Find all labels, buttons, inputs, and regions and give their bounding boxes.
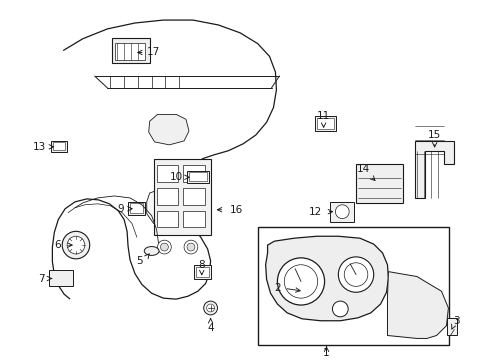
Circle shape [160,243,168,251]
Bar [330,202,353,221]
Bar [447,318,456,336]
Bar [186,171,208,183]
Text: 11: 11 [316,111,329,121]
Circle shape [332,301,347,317]
Text: 17: 17 [147,48,160,58]
Bar [51,141,67,152]
Bar [49,270,73,286]
Bar [156,166,178,182]
Text: 10: 10 [169,172,183,182]
Circle shape [344,263,367,286]
Bar [183,166,204,182]
Circle shape [277,258,324,305]
Text: 15: 15 [427,130,440,140]
Polygon shape [414,141,453,198]
Text: 3: 3 [452,316,459,326]
Bar [156,211,178,228]
Circle shape [335,205,348,219]
Bar [156,188,178,205]
Polygon shape [265,236,387,321]
Text: 1: 1 [323,348,329,358]
Circle shape [157,240,171,254]
Bar [128,202,144,215]
Circle shape [62,231,89,259]
Text: 4: 4 [207,323,213,333]
Bar [196,267,208,276]
Text: 6: 6 [54,240,61,250]
Text: 16: 16 [229,205,242,215]
Circle shape [183,240,198,254]
Circle shape [186,243,195,251]
Circle shape [338,257,373,292]
Circle shape [203,301,217,315]
Bar [355,163,403,203]
Bar [257,228,448,345]
Text: 7: 7 [38,274,45,284]
Polygon shape [386,272,447,338]
Bar [194,265,210,279]
Circle shape [284,265,317,298]
Ellipse shape [144,247,159,255]
Circle shape [67,236,84,254]
Bar [53,142,65,150]
Text: 13: 13 [33,142,46,152]
Bar [130,203,142,213]
Text: 5: 5 [136,256,143,266]
Circle shape [206,304,214,312]
Bar [183,188,204,205]
Bar [115,43,144,60]
Text: 14: 14 [357,165,370,175]
Text: 2: 2 [274,283,280,293]
Bar [316,118,334,129]
Text: 8: 8 [198,260,204,270]
Bar [314,116,336,131]
Bar [183,211,204,228]
Text: 12: 12 [308,207,322,217]
Polygon shape [148,114,188,145]
Text: 9: 9 [117,204,123,214]
Bar [188,172,206,181]
Bar [153,159,210,235]
Polygon shape [146,186,210,231]
Bar [112,38,149,63]
